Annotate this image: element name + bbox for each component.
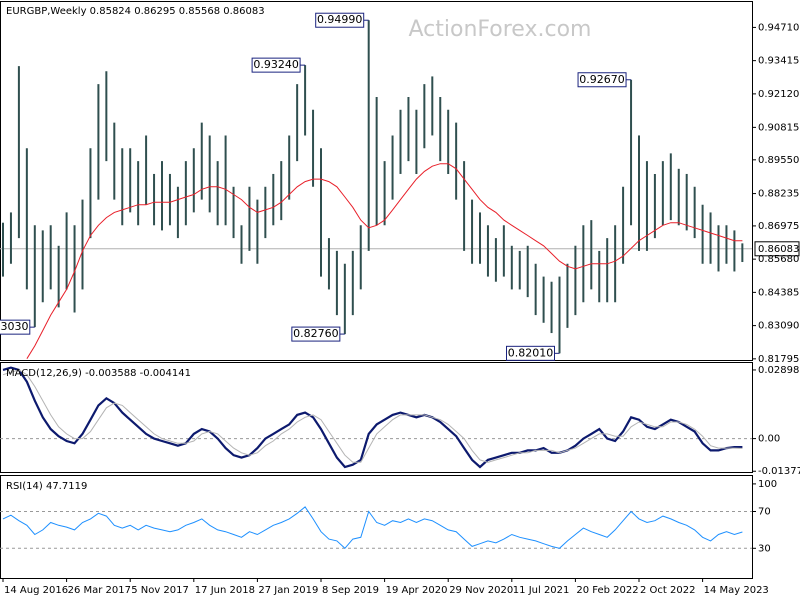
macd-panel bbox=[0, 362, 753, 473]
annotation-box bbox=[506, 345, 555, 361]
y-tick-label: 0.84385 bbox=[758, 287, 799, 298]
y-tick-label: 0.90815 bbox=[758, 122, 799, 133]
panel-title: MACD(12,26,9) -0.003588 -0.004141 bbox=[6, 368, 191, 379]
y-tick-label: 0.94710 bbox=[758, 22, 799, 33]
rsi-panel bbox=[0, 475, 753, 579]
annotation-label: 0.82760 bbox=[293, 327, 339, 340]
last-price-label: 0.86083 bbox=[758, 244, 799, 255]
x-tick-label: 14 Aug 2016 bbox=[4, 585, 68, 596]
indicator-line bbox=[2, 369, 743, 463]
x-tick-label: 8 Sep 2019 bbox=[322, 585, 379, 596]
y-tick-label: 0.93415 bbox=[758, 56, 799, 67]
annotation-box bbox=[315, 12, 365, 28]
panel-title: EURGBP,Weekly 0.85824 0.86295 0.85568 0.… bbox=[6, 6, 265, 17]
x-tick-label: 20 Feb 2022 bbox=[576, 585, 638, 596]
y-tick-label: 30 bbox=[758, 543, 771, 554]
last-price-box bbox=[754, 241, 800, 257]
annotation-box bbox=[251, 57, 301, 73]
y-tick-label: 0.86975 bbox=[758, 221, 799, 232]
y-tick-label: 0.88235 bbox=[758, 189, 799, 200]
x-tick-label: 14 May 2023 bbox=[704, 585, 769, 596]
indicator-line bbox=[2, 506, 743, 550]
y-tick-label: 0.00 bbox=[758, 434, 780, 445]
moving-average bbox=[26, 163, 743, 359]
watermark: ActionForex.com bbox=[409, 17, 592, 42]
y-tick-label: 0.85680 bbox=[758, 254, 799, 265]
x-tick-label: 17 Jun 2018 bbox=[195, 585, 255, 596]
annotation-box bbox=[577, 72, 627, 88]
annotation-label: 0.94990 bbox=[317, 13, 363, 26]
y-tick-label: -0.013779 bbox=[758, 466, 800, 477]
annotation-label: 0.82010 bbox=[508, 346, 554, 359]
x-tick-label: 11 Jul 2021 bbox=[513, 585, 570, 596]
x-tick-label: 29 Nov 2020 bbox=[449, 585, 513, 596]
annotation-box bbox=[291, 326, 341, 342]
y-tick-label: 0.92120 bbox=[758, 89, 799, 100]
y-tick-label: 0.89550 bbox=[758, 155, 799, 166]
annotation-label: 0.83030 bbox=[0, 320, 29, 333]
y-tick-label: 0.81795 bbox=[758, 354, 799, 365]
x-tick-label: 2 Oct 2022 bbox=[640, 585, 695, 596]
y-tick-label: 70 bbox=[758, 506, 771, 517]
x-tick-label: 26 Mar 2017 bbox=[68, 585, 131, 596]
x-tick-label: 5 Nov 2017 bbox=[131, 585, 189, 596]
x-tick-label: 27 Jan 2019 bbox=[258, 585, 318, 596]
annotation-label: 0.92670 bbox=[579, 73, 625, 86]
price-panel bbox=[0, 1, 753, 361]
annotation-label: 0.93240 bbox=[253, 58, 299, 71]
annotation-box bbox=[0, 319, 31, 335]
y-tick-label: 0.028988 bbox=[758, 365, 800, 376]
x-tick-label: 19 Apr 2020 bbox=[386, 585, 448, 596]
y-tick-label: 0.83090 bbox=[758, 321, 799, 332]
panel-title: RSI(14) 47.7119 bbox=[6, 481, 87, 492]
y-tick-label: 100 bbox=[758, 479, 777, 490]
